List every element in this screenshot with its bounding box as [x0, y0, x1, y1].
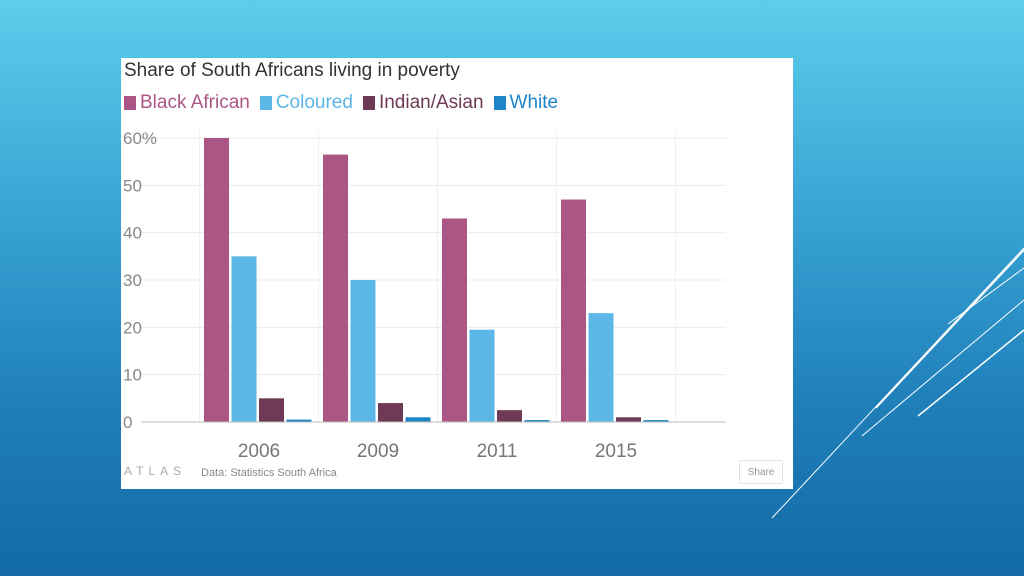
legend-item: Indian/Asian	[362, 92, 484, 114]
legend-label: White	[509, 92, 559, 113]
y-tick-label: 10	[123, 366, 142, 385]
legend-swatch	[362, 96, 375, 110]
bar	[378, 403, 403, 422]
x-tick-label: 2009	[357, 441, 399, 462]
y-tick-label: 0	[123, 413, 132, 432]
y-tick-label: 20	[123, 318, 142, 337]
x-tick-label: 2015	[595, 441, 637, 462]
y-tick-label: 40	[123, 224, 142, 243]
bar	[259, 398, 284, 422]
bar	[524, 420, 550, 422]
bar	[204, 138, 229, 422]
y-tick-label: 60%	[123, 129, 157, 148]
legend-label: Black African	[140, 92, 250, 113]
y-tick-label: 30	[123, 271, 142, 290]
legend-label: Indian/Asian	[378, 92, 484, 113]
legend-swatch	[493, 96, 506, 110]
bar	[286, 419, 312, 422]
chart-title: Share of South Africans living in povert…	[124, 60, 460, 81]
bar	[497, 410, 522, 422]
data-source: Data: Statistics South Africa	[201, 467, 337, 479]
legend-swatch	[259, 96, 272, 110]
legend-item: Black African	[124, 92, 250, 114]
chart-card: 0 10 20 30 40 50 60% 2006 2009 2011 2015 Share of …	[121, 58, 793, 489]
legend-label: Coloured	[275, 92, 353, 113]
bar	[588, 313, 614, 422]
bar	[616, 417, 641, 422]
bar	[323, 154, 348, 423]
x-tick-label: 2011	[477, 441, 518, 462]
legend-swatch	[124, 96, 136, 110]
chart-legend: Black African Coloured Indian/Asian White	[124, 92, 568, 114]
bar	[561, 199, 586, 422]
share-button[interactable]: Share	[739, 460, 783, 484]
bar	[405, 417, 431, 422]
atlas-logo: ATLAS	[124, 464, 187, 478]
bar	[350, 280, 376, 422]
bar	[442, 218, 467, 422]
bar-chart: 0 10 20 30 40 50 60% 2006 2009 2011 2015	[123, 129, 726, 462]
y-tick-label: 50	[123, 176, 142, 195]
bar	[231, 256, 257, 422]
bar	[643, 420, 669, 422]
legend-item: White	[493, 92, 559, 114]
bar	[469, 329, 495, 422]
x-tick-label: 2006	[238, 441, 280, 462]
legend-item: Coloured	[259, 92, 353, 114]
